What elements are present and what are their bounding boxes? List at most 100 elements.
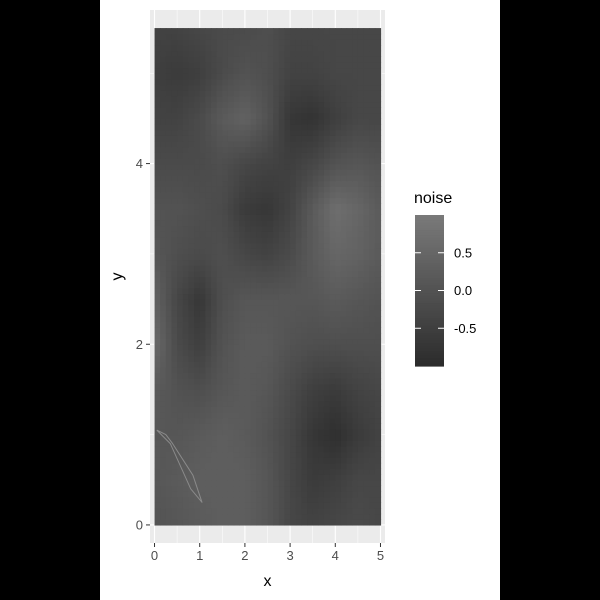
heatmap-tile <box>239 406 246 413</box>
heatmap-tile <box>256 395 263 402</box>
heatmap-tile <box>211 146 218 153</box>
heatmap-tile <box>323 395 331 402</box>
heatmap-tile <box>352 146 359 153</box>
heatmap-tile <box>346 95 353 103</box>
heatmap-tile <box>340 197 348 204</box>
heatmap-tile <box>227 519 235 526</box>
heatmap-tile <box>295 180 302 187</box>
heatmap-tile <box>346 321 353 328</box>
heatmap-tile <box>233 338 240 345</box>
heatmap-tile <box>369 468 376 475</box>
heatmap-tile <box>261 78 269 86</box>
heatmap-tile <box>250 101 257 108</box>
heatmap-tile <box>278 124 286 131</box>
heatmap-tile <box>222 220 229 227</box>
heatmap-tile <box>329 90 336 97</box>
heatmap-tile <box>352 485 359 492</box>
heatmap-tile <box>284 73 291 80</box>
legend-color-step <box>415 363 444 367</box>
heatmap-tile <box>239 468 246 475</box>
heatmap-tile <box>312 299 319 306</box>
heatmap-tile <box>357 519 365 526</box>
heatmap-tile <box>357 191 365 199</box>
heatmap-tile <box>273 496 280 503</box>
heatmap-tile <box>227 208 235 215</box>
heatmap-tile <box>199 152 206 159</box>
heatmap-tile <box>295 507 302 515</box>
heatmap-tile <box>244 270 252 278</box>
heatmap-tile <box>250 242 257 249</box>
heatmap-tile <box>335 203 342 210</box>
heatmap-tile <box>194 112 201 120</box>
heatmap-tile <box>284 378 291 385</box>
heatmap-tile <box>165 118 173 125</box>
legend-color-step <box>415 353 444 357</box>
heatmap-tile <box>323 225 331 232</box>
heatmap-tile <box>357 174 365 182</box>
heatmap-tile <box>374 507 382 515</box>
heatmap-tile <box>369 316 376 323</box>
heatmap-tile <box>199 462 206 470</box>
heatmap-tile <box>182 293 190 300</box>
heatmap-tile <box>267 389 274 396</box>
heatmap-tile <box>267 513 274 520</box>
heatmap-tile <box>244 214 252 221</box>
heatmap-tile <box>239 28 246 35</box>
heatmap-tile <box>335 491 342 498</box>
heatmap-tile <box>318 502 325 509</box>
heatmap-tile <box>250 316 257 323</box>
heatmap-tile <box>261 293 269 300</box>
heatmap-tile <box>335 186 342 193</box>
heatmap-tile <box>323 457 331 464</box>
heatmap-tile <box>284 485 291 492</box>
heatmap-tile <box>301 107 308 114</box>
heatmap-tile <box>205 316 212 323</box>
heatmap-tile <box>188 253 195 261</box>
heatmap-tile <box>222 140 229 148</box>
legend-color-step <box>415 222 444 226</box>
heatmap-tile <box>216 485 223 492</box>
heatmap-tile <box>205 101 212 108</box>
heatmap-tile <box>165 124 173 131</box>
heatmap-tile <box>301 101 308 108</box>
heatmap-tile <box>374 496 382 503</box>
heatmap-tile <box>278 45 286 52</box>
heatmap-tile <box>250 118 257 125</box>
heatmap-tile <box>222 236 229 244</box>
heatmap-tile <box>329 214 336 221</box>
heatmap-tile <box>374 50 382 57</box>
heatmap-tile <box>205 225 212 232</box>
heatmap-tile <box>323 355 331 362</box>
heatmap-tile <box>273 259 280 266</box>
heatmap-tile <box>261 180 269 187</box>
heatmap-tile <box>346 191 353 199</box>
heatmap-tile <box>335 152 342 159</box>
heatmap-tile <box>267 259 274 266</box>
heatmap-tile <box>284 355 291 362</box>
heatmap-tile <box>340 50 348 57</box>
heatmap-tile <box>160 56 167 63</box>
heatmap-tile <box>346 434 353 441</box>
heatmap-tile <box>335 276 342 283</box>
heatmap-tile <box>256 355 263 362</box>
heatmap-tile <box>261 412 269 419</box>
heatmap-tile <box>329 519 336 526</box>
heatmap-tile <box>340 157 348 165</box>
heatmap-tile <box>273 214 280 221</box>
heatmap-tile <box>335 39 342 46</box>
heatmap-tile <box>160 90 167 97</box>
heatmap-tile <box>250 39 257 46</box>
heatmap-tile <box>160 344 167 351</box>
heatmap-tile <box>340 180 348 187</box>
heatmap-tile <box>340 169 348 176</box>
heatmap-tile <box>278 186 286 193</box>
heatmap-tile <box>216 242 223 249</box>
heatmap-tile <box>312 146 319 153</box>
heatmap-tile <box>374 389 382 396</box>
heatmap-tile <box>199 33 206 40</box>
heatmap-tile <box>211 163 218 170</box>
heatmap-tile <box>261 112 269 120</box>
heatmap-tile <box>165 180 173 187</box>
heatmap-tile <box>227 214 235 221</box>
heatmap-tile <box>171 152 178 159</box>
